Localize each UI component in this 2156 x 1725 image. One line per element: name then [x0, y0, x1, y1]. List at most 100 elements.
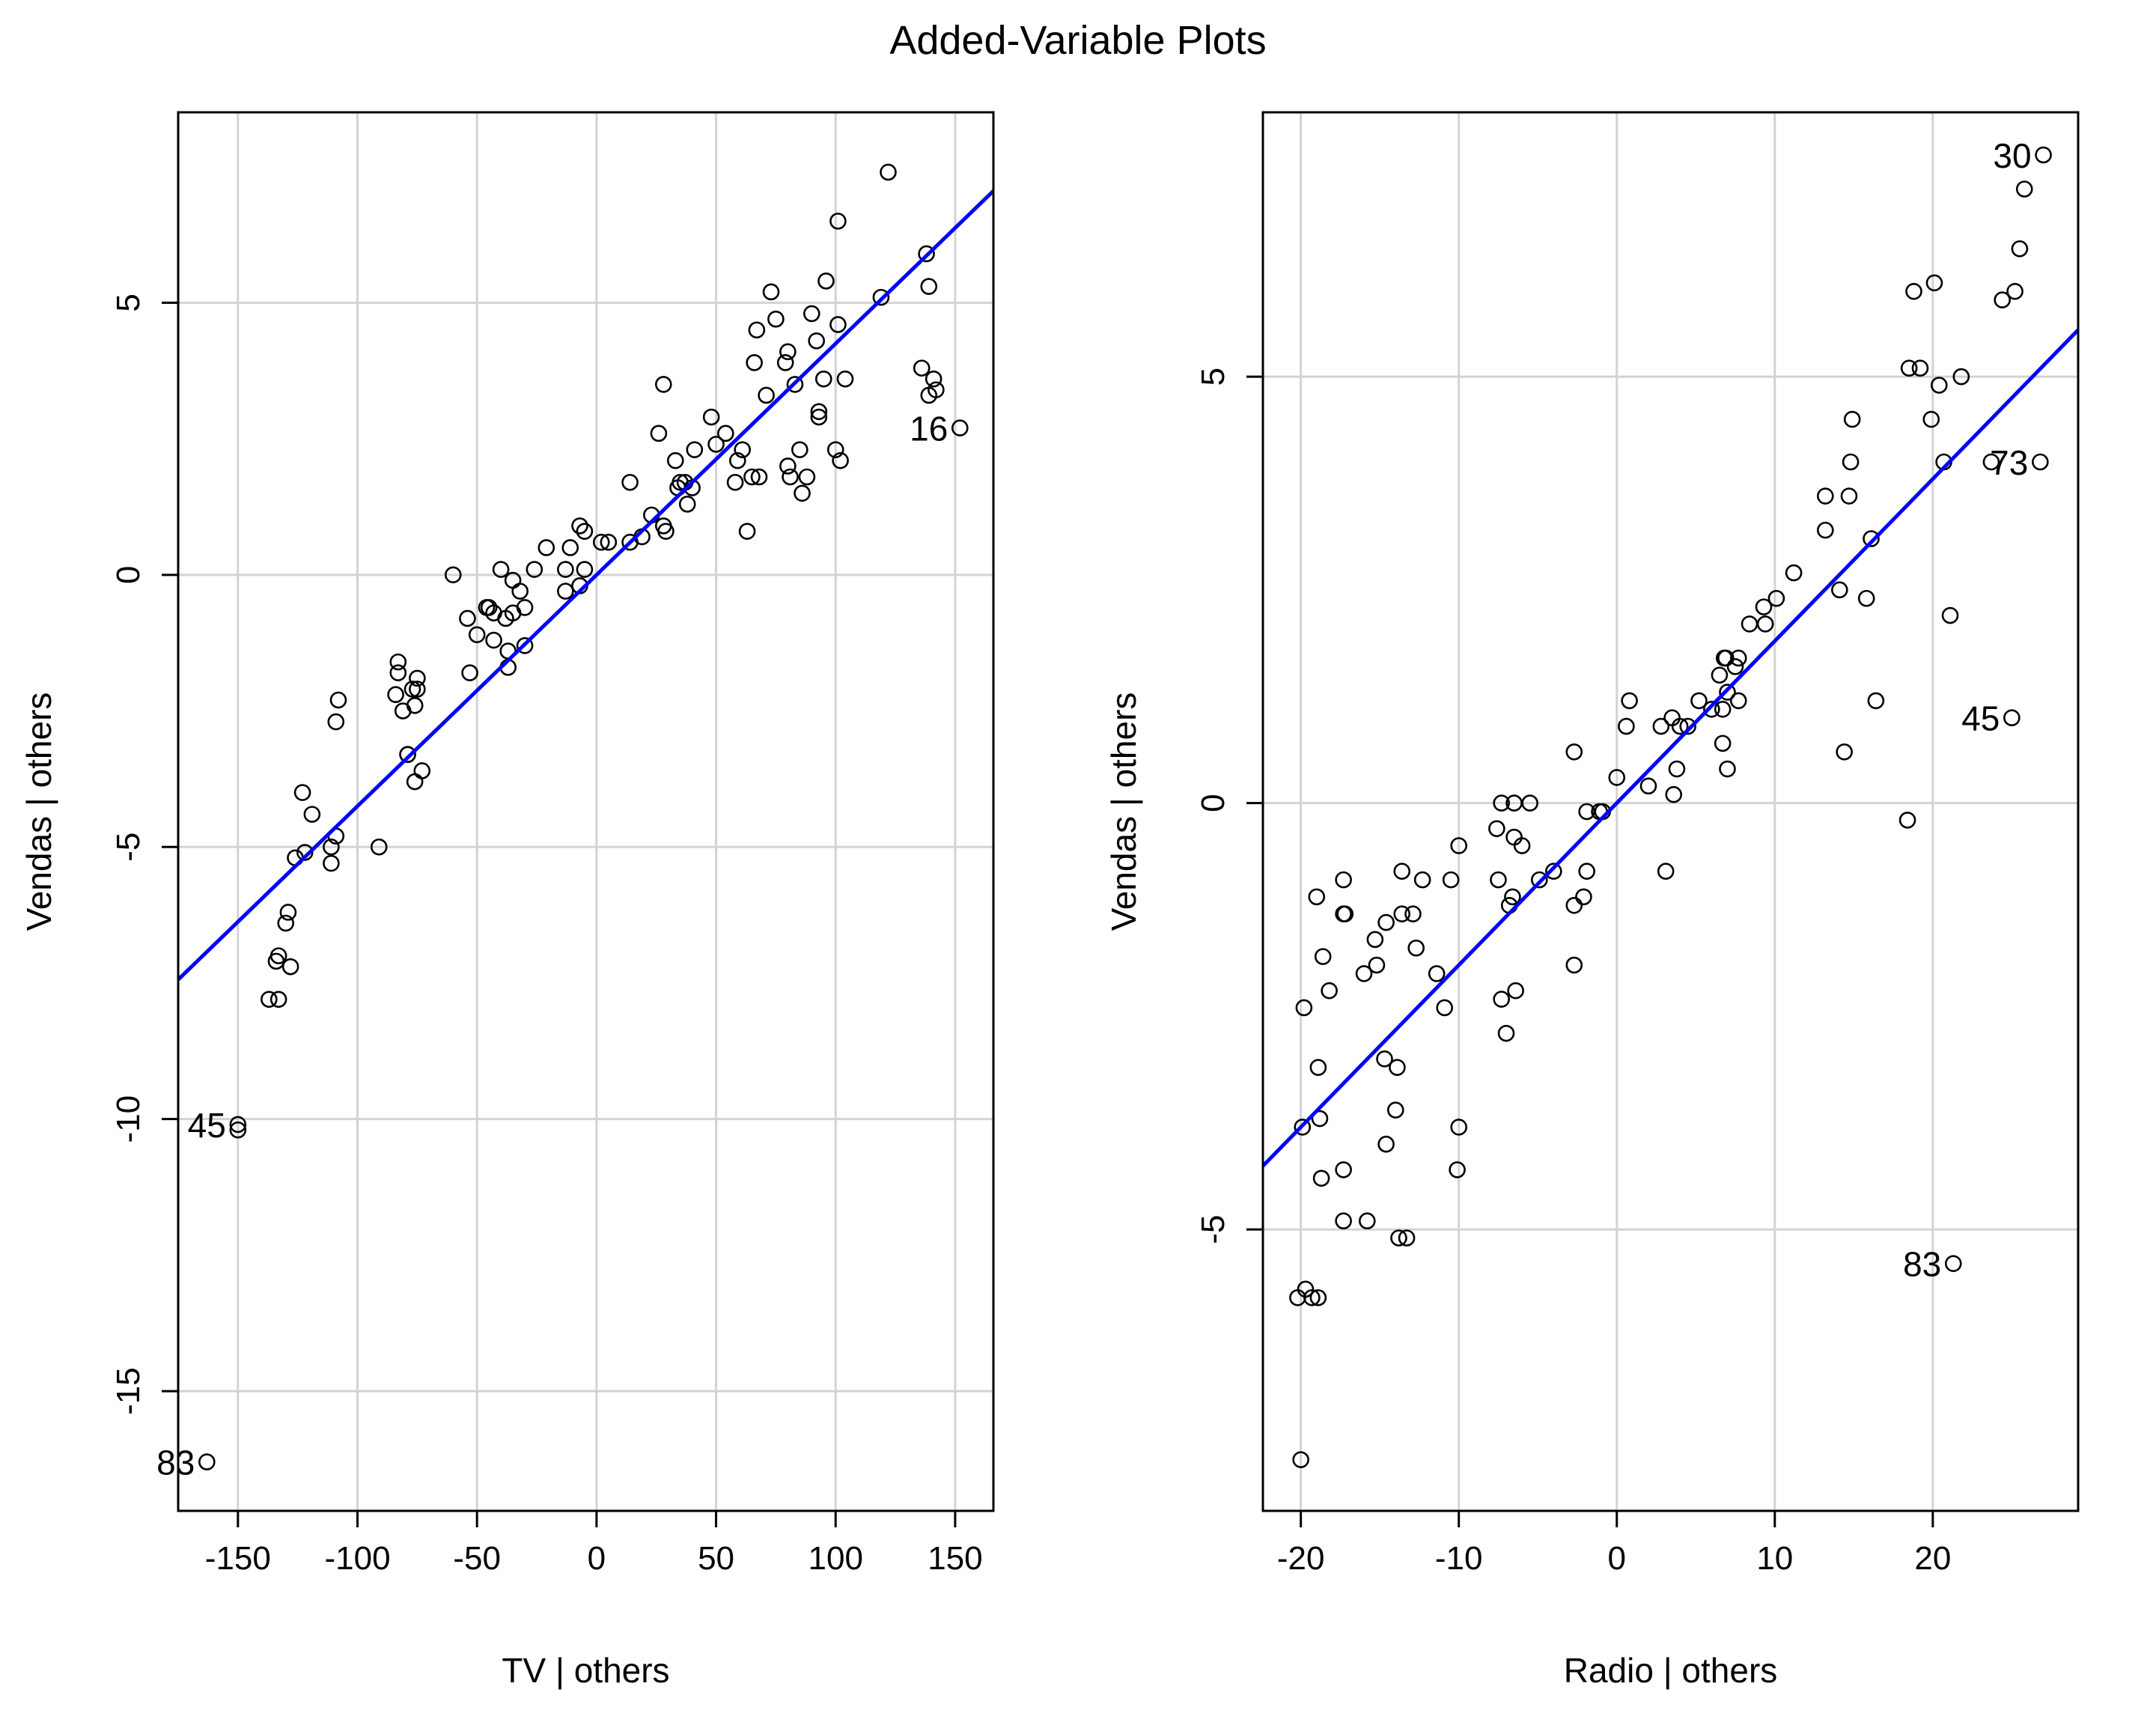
radio-point — [1982, 453, 2000, 471]
radio-point — [1308, 888, 1326, 906]
tv-point — [370, 838, 388, 856]
tv-point — [872, 288, 890, 306]
tv-point — [779, 343, 797, 361]
radio-point — [1289, 1289, 1306, 1306]
radio-point — [1393, 862, 1411, 880]
radio-point — [1785, 564, 1803, 582]
tv-point — [794, 484, 811, 502]
tv-point — [538, 539, 555, 556]
radio-point — [1714, 701, 1732, 718]
tv-point — [279, 904, 297, 921]
radio-point — [1994, 291, 2011, 308]
radio-point — [1729, 692, 1747, 710]
tv-point — [516, 637, 534, 654]
tv-point — [492, 561, 510, 578]
radio-point — [1377, 1135, 1395, 1153]
radio-point — [2035, 146, 2052, 164]
tv-x-tick-label: -150 — [205, 1540, 271, 1577]
radio-point — [1711, 666, 1729, 684]
radio-plot-frame — [1261, 111, 2080, 1512]
tv-point — [409, 681, 426, 698]
tv-point — [814, 370, 832, 388]
tv-point — [880, 163, 897, 181]
radio-point — [1836, 743, 1853, 761]
radio-point — [1679, 717, 1697, 735]
radio-point — [1497, 1024, 1515, 1042]
radio-point — [1719, 684, 1736, 701]
radio-point — [1608, 769, 1626, 786]
tv-point — [810, 408, 828, 426]
radio-point — [1442, 871, 1460, 889]
radio-point — [1376, 1050, 1393, 1068]
tv-point — [836, 370, 854, 388]
tv-point — [762, 283, 780, 301]
radio-point — [1671, 717, 1689, 735]
tv-point — [951, 419, 969, 436]
tv-point — [791, 441, 808, 458]
radio-point — [1321, 982, 1338, 1000]
radio-point — [1398, 1229, 1416, 1247]
radio-point — [1335, 1212, 1352, 1230]
radio-point — [1294, 1119, 1312, 1136]
radio-point — [1366, 931, 1384, 949]
tv-point — [913, 359, 931, 377]
tv-point — [750, 468, 768, 486]
radio-point — [1314, 948, 1332, 965]
radio-point — [1905, 282, 1922, 300]
tv-y-tick-label: 0 — [110, 566, 147, 584]
radio-point — [1504, 888, 1521, 906]
tv-y-tick-label: -15 — [110, 1367, 147, 1415]
tv-x-tick-label: 0 — [588, 1540, 606, 1577]
radio-point — [1488, 820, 1505, 838]
radio-point — [1565, 896, 1583, 914]
radio-point — [1840, 487, 1858, 505]
tv-point — [511, 582, 529, 600]
tv-point — [734, 441, 751, 458]
tv-point — [767, 310, 785, 328]
radio-point — [1665, 785, 1683, 803]
tv-point — [650, 425, 668, 442]
tv-point — [461, 664, 478, 681]
radio-point — [1428, 965, 1446, 982]
tv-point — [327, 713, 345, 731]
tv-point — [281, 958, 299, 976]
radio-point — [1756, 615, 1774, 633]
tv-point-label-16: 16 — [910, 410, 948, 448]
tv-point — [399, 746, 416, 763]
tv-point — [413, 762, 431, 779]
radio-point — [1767, 589, 1785, 607]
radio-point — [1292, 1451, 1309, 1468]
radio-point — [1355, 965, 1373, 982]
radio-point — [1521, 794, 1538, 812]
tv-point — [726, 473, 744, 491]
radio-point — [1413, 871, 1431, 889]
tv-y-tick-label: -10 — [110, 1095, 147, 1143]
tv-point — [389, 664, 407, 681]
tv-point-label-83: 83 — [156, 1443, 195, 1482]
radio-point — [2015, 180, 2033, 198]
radio-point — [1493, 794, 1510, 812]
radio-point — [1335, 1161, 1352, 1178]
tv-point — [717, 425, 734, 442]
tv-point — [406, 773, 424, 791]
tv-point — [576, 523, 594, 540]
tv-point — [746, 354, 763, 371]
radio-point — [1952, 368, 1970, 386]
tv-point — [758, 386, 775, 404]
radio-point — [1717, 649, 1735, 667]
radio-y-axis-title: Vendas | others — [1104, 693, 1143, 931]
tv-point — [621, 473, 639, 491]
tv-point — [782, 468, 799, 486]
radio-point — [1545, 862, 1562, 880]
radio-point — [1944, 1255, 1962, 1272]
radio-point — [1565, 956, 1583, 974]
tv-point — [743, 468, 761, 486]
radio-point — [1922, 410, 1940, 428]
tv-point — [277, 914, 295, 932]
tv-point — [657, 523, 674, 540]
tv-point — [323, 854, 340, 872]
tv-point — [261, 991, 278, 1008]
radio-point — [1377, 913, 1395, 931]
radio-point — [1311, 1110, 1329, 1128]
